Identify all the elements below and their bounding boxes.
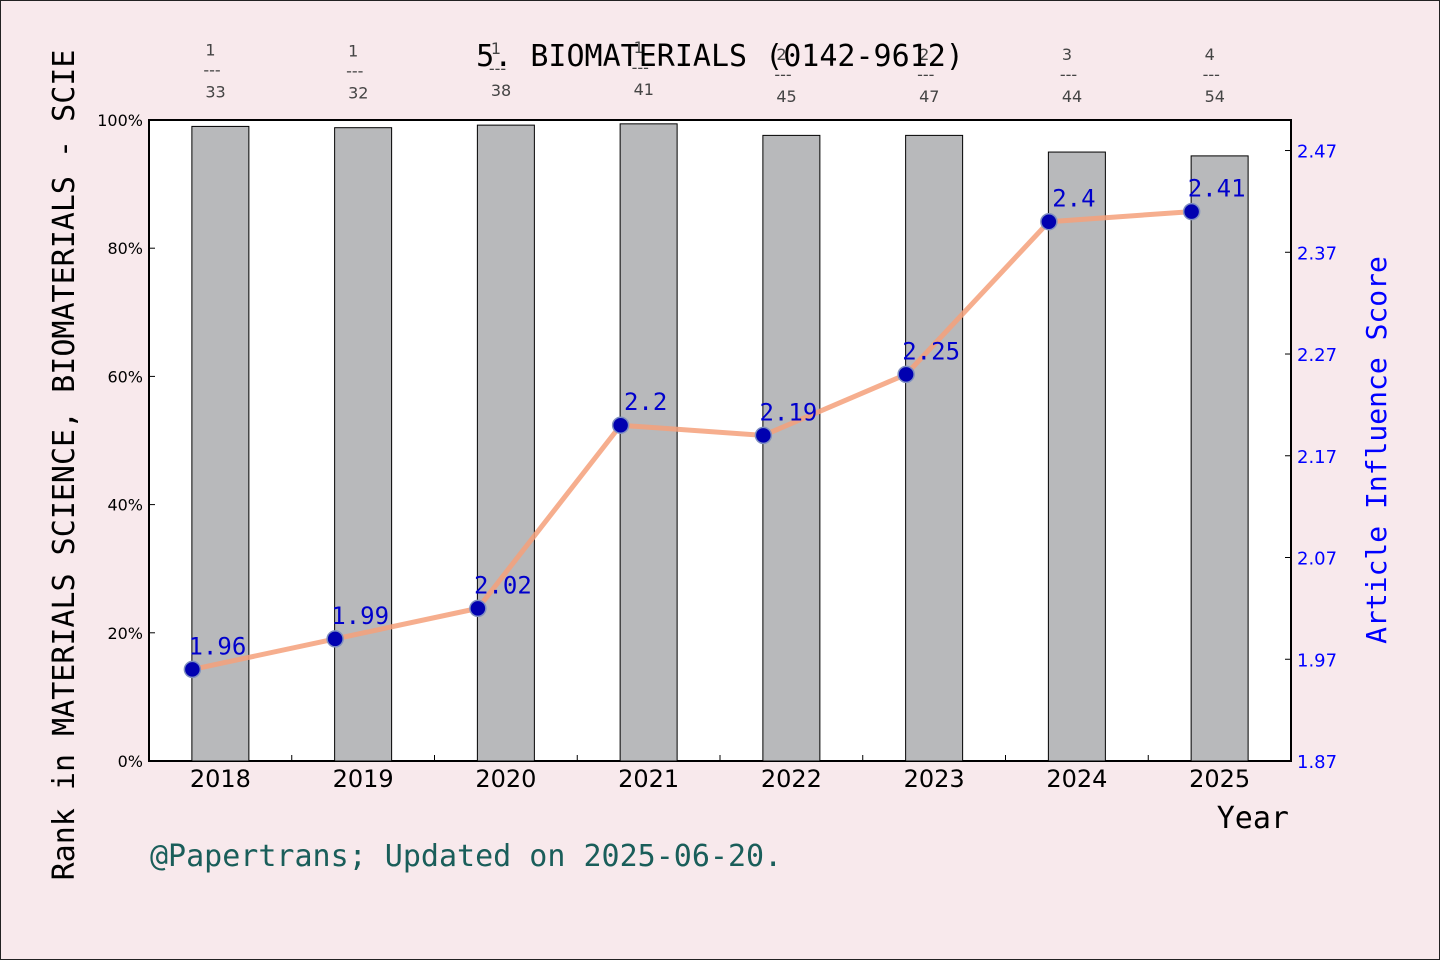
y2-tick-label: 1.87	[1297, 752, 1337, 773]
x-tick-label: 2021	[618, 765, 679, 793]
x-tick-label: 2019	[333, 765, 394, 793]
axes-layer: 0% 20% 40% 60% 80% 100% 1.87 1.97 2.07 2.17 2.27 2.…	[97, 111, 1337, 793]
rank-label-2018: 1--- 33	[203, 40, 225, 101]
rank-denominator: 44	[1062, 87, 1082, 106]
y2-tick-label: 2.37	[1297, 243, 1337, 264]
chart-title: 5. BIOMATERIALS (0142-9612)	[476, 39, 964, 74]
influence-point-2023	[897, 365, 915, 384]
rank-label-2023: 2--- 47	[917, 45, 939, 106]
y-tick-label: 20%	[107, 624, 143, 643]
rank-denominator: 54	[1205, 87, 1225, 106]
x-tick-label: 2020	[475, 765, 536, 793]
bar-2021	[619, 123, 678, 762]
influence-value-2025: 2.41	[1188, 175, 1246, 203]
rank-numerator: 1	[634, 38, 644, 57]
influence-value-2020: 2.02	[474, 571, 532, 599]
y-tick-label: 60%	[107, 367, 143, 386]
rank-divider: ---	[203, 60, 220, 79]
line-layer: 1.96 1.99 2.02 2.2 2.19 2.25 2.4 2.41	[183, 175, 1246, 679]
rank-numerator: 2	[919, 45, 929, 64]
rank-label-2021: 1--- 41	[632, 38, 654, 99]
rank-label-2024: 3--- 44	[1060, 45, 1082, 106]
rank-denominator: 45	[776, 87, 796, 106]
rank-label-2020: 1--- 38	[489, 39, 511, 100]
footer-note: @Papertrans; Updated on 2025-06-20.	[150, 839, 782, 874]
y2-tick-label: 2.27	[1297, 345, 1337, 366]
y2-axis-label: Article Influence Score	[1360, 256, 1393, 644]
rank-divider: ---	[917, 65, 934, 84]
bars-layer	[191, 123, 1249, 762]
influence-value-2022: 2.19	[759, 398, 817, 426]
bar-2023	[905, 134, 964, 762]
y-tick-label: 40%	[107, 496, 143, 515]
y2-tick-label: 2.17	[1297, 447, 1337, 468]
influence-point-2020	[469, 599, 487, 618]
x-tick-label: 2018	[190, 765, 251, 793]
rank-divider: ---	[346, 62, 363, 81]
rank-numerator: 2	[776, 45, 786, 64]
influence-point-2024	[1040, 212, 1058, 231]
rank-divider: ---	[1203, 65, 1220, 84]
rank-labels-layer: 1---331---321---381---412---452---473---…	[203, 38, 1225, 106]
influence-point-2022	[754, 426, 773, 445]
rank-denominator: 32	[348, 84, 368, 103]
x-tick-label: 2023	[904, 765, 965, 793]
influence-point-2019	[326, 630, 344, 648]
influence-value-2019: 1.99	[331, 602, 389, 630]
bar-2019	[334, 127, 393, 762]
rank-numerator: 1	[491, 39, 501, 58]
y2-tick-label: 2.07	[1297, 549, 1337, 570]
bar-2022	[762, 134, 821, 762]
rank-label-2019: 1--- 32	[346, 42, 368, 103]
influence-value-2024: 2.4	[1052, 185, 1095, 213]
rank-denominator: 47	[919, 87, 939, 106]
rank-denominator: 41	[634, 80, 654, 99]
influence-value-2023: 2.25	[902, 337, 960, 365]
rank-numerator: 3	[1062, 45, 1072, 64]
bar-2020	[476, 124, 535, 762]
influence-point-2021	[611, 416, 630, 434]
y-axis-label: Rank in MATERIALS SCIENCE, BIOMATERIALS …	[47, 50, 82, 881]
rank-numerator: 1	[348, 42, 358, 61]
rank-divider: ---	[632, 58, 649, 77]
rank-divider: ---	[774, 65, 791, 84]
influence-value-2021: 2.2	[624, 388, 667, 416]
influence-point-2025	[1182, 202, 1201, 221]
rank-numerator: 1	[205, 40, 215, 59]
influence-score-line	[191, 209, 1192, 672]
x-tick-label: 2022	[761, 765, 822, 793]
x-tick-label: 2025	[1189, 765, 1250, 793]
y2-tick-label: 2.47	[1297, 142, 1337, 163]
influence-point-2018	[183, 660, 202, 679]
x-axis-label: Year	[1217, 801, 1289, 836]
y-tick-label: 80%	[107, 239, 143, 258]
bar-2025	[1190, 155, 1249, 762]
rank-divider: ---	[1060, 65, 1077, 84]
rank-denominator: 38	[491, 81, 511, 100]
rank-label-2022: 2--- 45	[774, 45, 796, 106]
rank-denominator: 33	[205, 82, 225, 101]
y-tick-label: 100%	[97, 111, 143, 130]
influence-value-2018: 1.96	[188, 632, 246, 660]
rank-numerator: 4	[1205, 45, 1215, 64]
x-tick-label: 2024	[1046, 765, 1107, 793]
rank-label-2025: 4--- 54	[1203, 45, 1225, 106]
y2-tick-label: 1.97	[1297, 650, 1337, 671]
y-tick-label: 0%	[118, 752, 143, 771]
rank-divider: ---	[489, 59, 506, 78]
bar-2018	[191, 125, 250, 762]
bar-2024	[1047, 151, 1106, 762]
